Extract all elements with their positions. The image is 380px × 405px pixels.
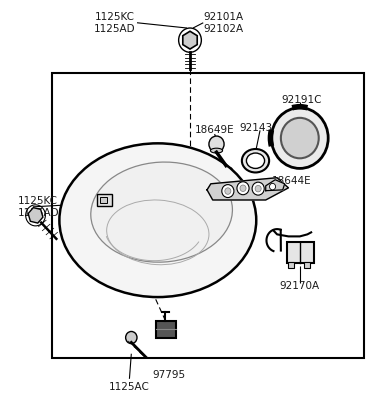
Bar — [287, 242, 314, 263]
Text: 18644E: 18644E — [271, 175, 311, 185]
Polygon shape — [207, 178, 288, 200]
Text: 18649E: 18649E — [195, 125, 234, 135]
Circle shape — [271, 109, 328, 169]
Circle shape — [237, 182, 249, 195]
Bar — [97, 194, 112, 207]
Polygon shape — [266, 180, 285, 191]
Circle shape — [225, 188, 231, 195]
Bar — [288, 262, 294, 268]
Circle shape — [240, 185, 246, 192]
Circle shape — [255, 186, 261, 192]
Text: 97795: 97795 — [153, 369, 186, 379]
Ellipse shape — [59, 144, 256, 297]
Text: 92143C: 92143C — [240, 123, 280, 133]
Bar — [304, 262, 310, 268]
Circle shape — [269, 184, 275, 190]
Ellipse shape — [242, 149, 269, 173]
Bar — [52, 73, 364, 358]
Circle shape — [209, 137, 224, 153]
Bar — [156, 321, 176, 338]
Text: 1125KC
1125AD: 1125KC 1125AD — [18, 195, 59, 218]
Ellipse shape — [91, 163, 233, 262]
Text: 1125AC: 1125AC — [109, 381, 150, 391]
Ellipse shape — [211, 149, 223, 153]
Text: 92170A: 92170A — [280, 280, 320, 290]
Ellipse shape — [246, 153, 264, 169]
Text: 92101A
92102A: 92101A 92102A — [203, 12, 243, 34]
Bar — [100, 197, 107, 204]
Text: 92191C: 92191C — [282, 95, 322, 104]
Circle shape — [222, 185, 234, 198]
Circle shape — [281, 119, 319, 159]
Circle shape — [252, 183, 264, 196]
Circle shape — [126, 332, 137, 344]
Text: 1125KC
1125AD: 1125KC 1125AD — [93, 12, 135, 34]
